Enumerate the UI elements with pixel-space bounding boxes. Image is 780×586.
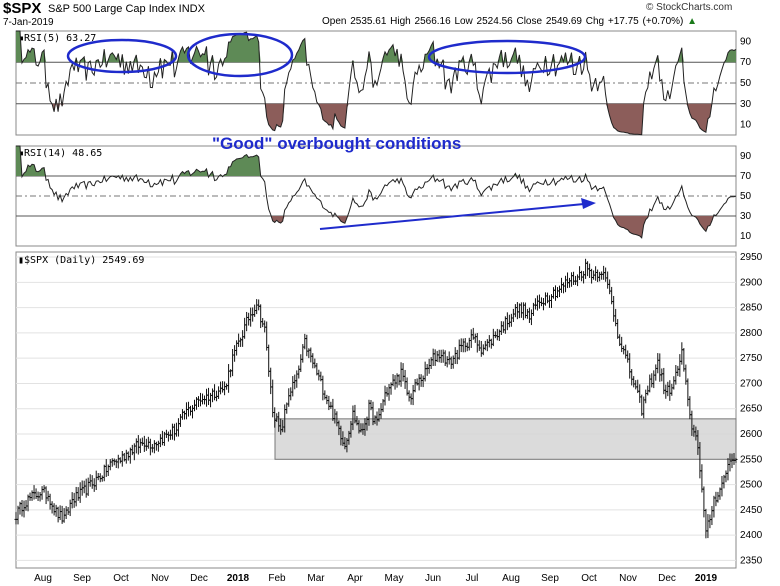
x-tick-label: May bbox=[385, 573, 404, 584]
ticker-symbol: $SPX bbox=[3, 0, 42, 17]
rsi14-ytick-label: 30 bbox=[740, 211, 752, 222]
rsi5-line bbox=[16, 30, 737, 136]
price-ytick-label: 2350 bbox=[740, 555, 763, 566]
price-ytick-label: 2500 bbox=[740, 480, 763, 491]
price-ytick-label: 2750 bbox=[740, 353, 763, 364]
rsi14-panel: 10 30 50 70 90 ▪RSI(14) 48.65 bbox=[15, 145, 752, 247]
rsi14-ytick-label: 90 bbox=[740, 151, 752, 162]
trend-arrow-head bbox=[581, 198, 596, 209]
rsi5-overbought-fill bbox=[16, 31, 736, 63]
price-ytick-label: 2700 bbox=[740, 378, 763, 389]
x-tick-label: Oct bbox=[581, 573, 597, 584]
rsi5-ytick-label: 90 bbox=[740, 36, 752, 47]
price-ytick-label: 2650 bbox=[740, 404, 763, 415]
x-tick-label: 2019 bbox=[695, 573, 718, 584]
price-legend: ▮$SPX (Daily) 2549.69 bbox=[18, 255, 144, 266]
x-tick-label: Aug bbox=[34, 573, 52, 584]
x-tick-label: Aug bbox=[502, 573, 520, 584]
stockcharts-logo: © StockCharts.com bbox=[646, 2, 733, 13]
overbought-circle bbox=[66, 38, 178, 74]
rsi5-ytick-label: 70 bbox=[740, 57, 752, 68]
rsi14-ytick-label: 50 bbox=[740, 191, 752, 202]
price-ytick-label: 2550 bbox=[740, 454, 763, 465]
x-tick-label: Sep bbox=[541, 573, 559, 584]
chart-date: 7-Jan-2019 bbox=[3, 17, 54, 28]
x-tick-label: Apr bbox=[347, 573, 363, 584]
trend-arrow-line bbox=[319, 203, 585, 230]
price-bars bbox=[14, 258, 738, 539]
change-up-icon: ▲ bbox=[687, 16, 698, 27]
x-tick-label: Sep bbox=[73, 573, 91, 584]
rsi5-legend: ▪RSI(5) 63.27 bbox=[18, 33, 96, 44]
annotation-text: "Good" overbought conditions bbox=[212, 134, 461, 153]
rsi14-ytick-label: 10 bbox=[740, 231, 752, 242]
price-ytick-label: 2450 bbox=[740, 505, 763, 516]
x-tick-label: Nov bbox=[619, 573, 637, 584]
rsi5-ytick-label: 30 bbox=[740, 99, 752, 110]
ohlc-readout: Open 2535.61 High 2566.16 Low 2524.56 Cl… bbox=[322, 16, 698, 27]
x-tick-label: Feb bbox=[268, 573, 286, 584]
x-tick-label: Oct bbox=[113, 573, 129, 584]
x-tick-label: Jun bbox=[425, 573, 441, 584]
rsi5-ytick-label: 50 bbox=[740, 78, 752, 89]
price-panel: 2350 2400 2450 2500 2550 2600 2650 2700 2750 2800… bbox=[14, 251, 763, 569]
support-band bbox=[274, 418, 737, 460]
x-tick-label: 2018 bbox=[227, 573, 250, 584]
chart-header: $SPX S&P 500 Large Cap Index INDX 7-Jan-… bbox=[0, 0, 780, 30]
price-ytick-label: 2900 bbox=[740, 277, 763, 288]
rsi5-ytick-label: 10 bbox=[740, 120, 752, 131]
price-ytick-label: 2850 bbox=[740, 303, 763, 314]
x-tick-label: Nov bbox=[151, 573, 169, 584]
price-ytick-label: 2950 bbox=[740, 252, 763, 263]
x-tick-label: Mar bbox=[307, 573, 325, 584]
rsi14-ytick-label: 70 bbox=[740, 171, 752, 182]
price-frame bbox=[15, 251, 737, 569]
rsi14-line bbox=[16, 145, 737, 239]
rsi14-legend: ▪RSI(14) 48.65 bbox=[18, 148, 102, 159]
overbought-circle bbox=[427, 39, 587, 75]
security-name: S&P 500 Large Cap Index INDX bbox=[48, 3, 205, 15]
price-ytick-label: 2600 bbox=[740, 429, 763, 440]
x-tick-label: Jul bbox=[466, 573, 479, 584]
x-tick-label: Dec bbox=[190, 573, 208, 584]
rsi5-panel: 10 30 50 70 90 ▪RSI(5) 63.27 bbox=[15, 30, 752, 136]
annotations: "Good" overbought conditions bbox=[66, 32, 596, 230]
price-ytick-label: 2800 bbox=[740, 328, 763, 339]
x-tick-label: Dec bbox=[658, 573, 676, 584]
price-ytick-label: 2400 bbox=[740, 530, 763, 541]
overbought-circle bbox=[186, 32, 294, 78]
